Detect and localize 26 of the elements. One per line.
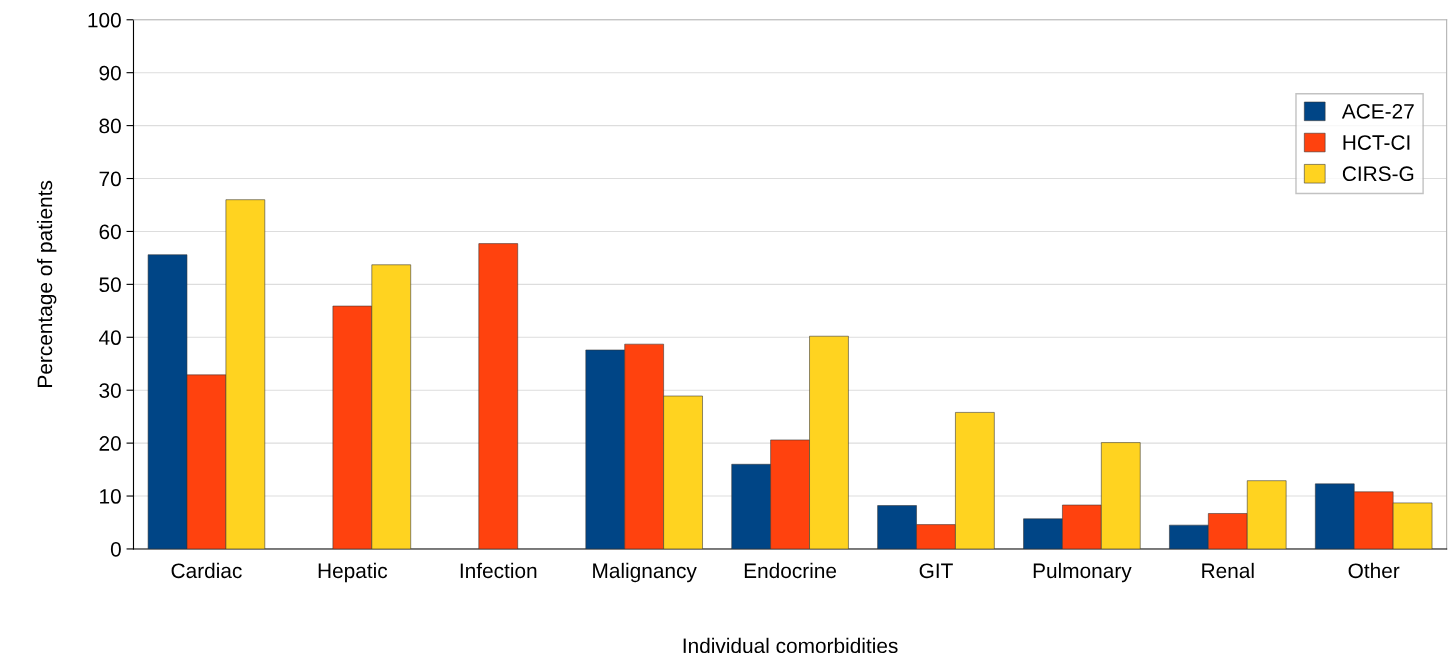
x-tick-label: Endocrine xyxy=(744,562,837,579)
y-tick-label: 70 xyxy=(99,171,121,187)
y-tick-label: 20 xyxy=(99,436,121,451)
y-axis-title: Percentage of patients xyxy=(36,180,57,387)
x-tick-label: Renal xyxy=(1202,562,1254,579)
y-tick-label: 30 xyxy=(99,383,121,398)
y-tick-label: 10 xyxy=(100,489,121,504)
y-tick-label: 100 xyxy=(88,12,121,28)
x-axis-title: Individual comorbidities xyxy=(683,637,898,654)
x-tick-label: Hepatic xyxy=(318,562,388,583)
x-tick-label: Infection xyxy=(460,562,537,579)
y-tick-label: 40 xyxy=(98,330,121,346)
y-tick-label: 0 xyxy=(110,541,121,557)
y-tick-label: 50 xyxy=(99,277,121,293)
x-tick-label: Other xyxy=(1348,562,1400,579)
x-tick-label: Cardiac xyxy=(171,562,242,579)
bar xyxy=(478,243,518,549)
x-tick-label: GIT xyxy=(919,563,953,579)
legend-label: ACE-27 xyxy=(1341,103,1414,119)
x-tick-label: Pulmonary xyxy=(1033,562,1132,583)
legend-label: CIRS-G xyxy=(1342,166,1414,182)
legend-label: HCT-CI xyxy=(1343,135,1410,150)
y-tick-label: 80 xyxy=(99,118,121,134)
x-tick-label: Malignancy xyxy=(593,562,697,583)
y-tick-label: 90 xyxy=(99,65,121,81)
y-tick-label: 60 xyxy=(99,224,121,240)
